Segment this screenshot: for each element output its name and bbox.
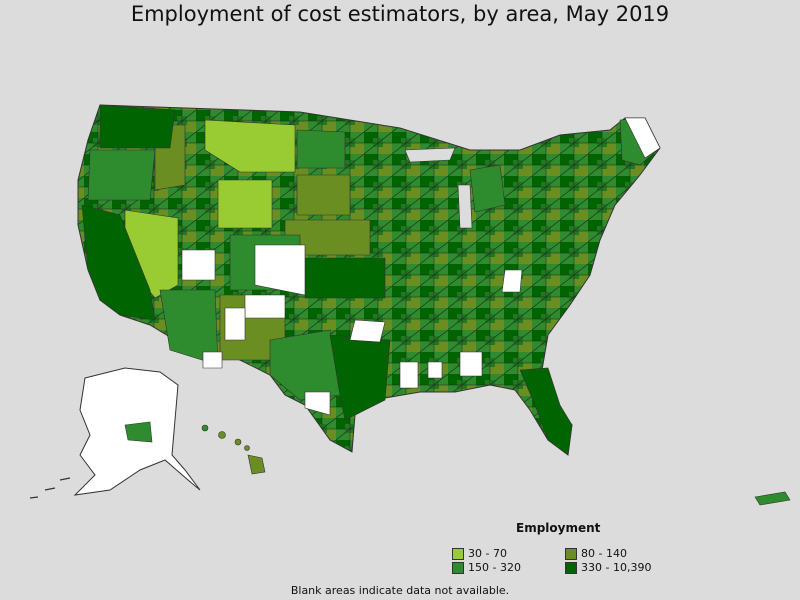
lake-superior (404, 147, 456, 163)
region-washington (99, 104, 176, 149)
lake-michigan (457, 184, 473, 229)
blank-area (304, 391, 331, 416)
legend-title: Employment (516, 521, 601, 535)
legend-item-80-140: 80 - 140 (565, 547, 627, 560)
blank-area (254, 244, 306, 296)
blank-area (459, 351, 483, 377)
alaska-region (124, 421, 153, 443)
region-montana (204, 119, 296, 173)
blank-area (202, 351, 223, 369)
legend-swatch (565, 547, 577, 560)
region-wyoming (217, 179, 273, 229)
legend-swatch (452, 547, 464, 560)
data-note: Blank areas indicate data not available. (290, 584, 510, 597)
blank-area (224, 307, 246, 341)
blank-area (624, 117, 661, 159)
legend-swatch (565, 561, 577, 574)
legend-item-150-320: 150 - 320 (452, 561, 521, 574)
region-north-dakota (296, 129, 346, 169)
blank-area (349, 319, 386, 343)
map-title: Employment of cost estimators, by area, … (130, 2, 670, 26)
region-kansas (304, 257, 386, 299)
blank-area (244, 294, 286, 319)
blank-area (427, 361, 443, 379)
region-oregon (87, 149, 156, 201)
legend-item-330-10390: 330 - 10,390 (565, 561, 651, 574)
blank-area (181, 249, 216, 281)
legend-label: 30 - 70 (468, 547, 507, 560)
legend-swatch (452, 561, 464, 574)
legend-label: 330 - 10,390 (581, 561, 652, 574)
region-california (81, 204, 156, 321)
legend-label: 80 - 140 (581, 547, 627, 560)
region-south-dakota (296, 174, 351, 216)
region-michigan (469, 164, 506, 213)
alaska-islands (29, 477, 71, 499)
blank-area (501, 269, 523, 293)
blank-area (399, 361, 419, 389)
legend-item-30-70: 30 - 70 (452, 547, 507, 560)
puerto-rico (754, 491, 791, 506)
region-florida (519, 367, 573, 456)
hawaii (201, 424, 266, 475)
legend-label: 150 - 320 (468, 561, 521, 574)
